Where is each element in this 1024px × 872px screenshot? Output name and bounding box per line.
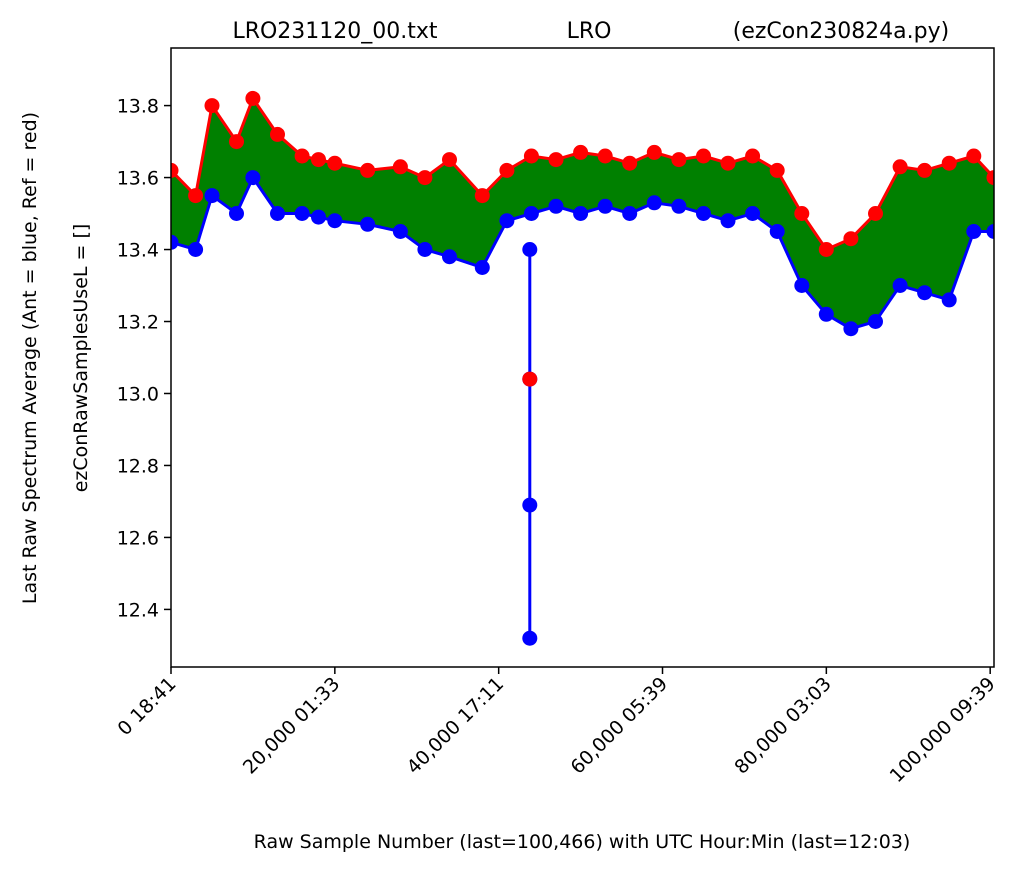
y-tick-label-2: 12.8 — [117, 455, 159, 477]
point-ref-15 — [523, 148, 539, 164]
point-ref-8 — [327, 155, 343, 171]
point-ref-33 — [966, 148, 982, 164]
point-ant-dip-2 — [522, 497, 538, 513]
point-ant-0 — [171, 234, 179, 250]
y-axis-label-outer: Last Raw Spectrum Average (Ant = blue, R… — [19, 112, 41, 604]
point-ref-11 — [417, 170, 433, 186]
point-ant-8 — [327, 213, 343, 229]
point-ref-17 — [573, 144, 589, 160]
point-ref-32 — [941, 155, 957, 171]
plot-frame — [170, 47, 995, 668]
y-tick-label-6: 13.6 — [117, 168, 159, 190]
point-ant-3 — [229, 206, 244, 221]
point-ref-21 — [671, 152, 687, 168]
point-ant-15 — [523, 206, 539, 221]
point-ref-25 — [769, 162, 785, 178]
point-ant-20 — [646, 195, 662, 211]
point-ref-4 — [245, 90, 261, 106]
y-tick-label-5: 13.4 — [117, 240, 159, 262]
point-ant-21 — [671, 198, 687, 214]
point-ant-5 — [270, 206, 285, 221]
point-ant-33 — [966, 224, 982, 239]
point-ref-dip-0 — [522, 371, 538, 387]
point-ref-7 — [311, 152, 326, 168]
point-ref-3 — [229, 134, 244, 150]
point-ref-16 — [548, 152, 564, 168]
point-ref-24 — [745, 148, 761, 164]
point-ref-27 — [818, 242, 834, 257]
point-ant-29 — [868, 314, 883, 329]
point-ref-29 — [868, 206, 883, 221]
point-ant-dip-3 — [522, 630, 538, 646]
point-ref-2 — [204, 98, 220, 114]
point-ref-5 — [270, 126, 285, 142]
y-tick-label-7: 13.8 — [117, 96, 159, 118]
point-ref-1 — [188, 188, 204, 204]
point-ref-28 — [843, 231, 859, 247]
point-ant-10 — [392, 224, 408, 239]
point-ref-13 — [474, 188, 490, 204]
point-ant-26 — [794, 278, 810, 293]
point-ref-30 — [892, 159, 908, 175]
point-ref-9 — [360, 162, 376, 178]
point-ant-16 — [548, 198, 564, 214]
point-ant-28 — [843, 321, 859, 337]
point-ant-9 — [360, 216, 376, 232]
point-ant-12 — [442, 249, 457, 265]
x-axis-label: Raw Sample Number (last=100,466) with UT… — [254, 831, 911, 853]
point-ant-32 — [941, 292, 957, 308]
point-ant-23 — [720, 213, 736, 229]
y-tick-label-3: 13.0 — [117, 383, 159, 405]
point-ref-20 — [646, 144, 662, 160]
series-layer — [171, 90, 994, 646]
point-ref-12 — [442, 152, 457, 168]
point-ant-14 — [499, 213, 515, 229]
title-center: LRO — [567, 19, 612, 44]
point-ant-11 — [417, 242, 433, 257]
point-ant-22 — [696, 206, 711, 221]
point-ant-27 — [818, 306, 834, 322]
y-tick-label-1: 12.6 — [117, 527, 159, 549]
point-ant-30 — [892, 278, 908, 293]
point-ant-7 — [311, 209, 326, 225]
point-ant-31 — [917, 285, 933, 301]
y-axis-ticks: 12.4 12.6 12.8 13.0 13.2 13.4 13.6 13.8 — [117, 96, 171, 621]
point-ant-6 — [294, 206, 310, 221]
y-tick-label-4: 13.2 — [117, 312, 159, 334]
point-ref-6 — [294, 148, 310, 164]
point-ant-34 — [986, 224, 994, 239]
point-ant-2 — [204, 188, 220, 204]
point-ant-17 — [573, 206, 589, 221]
point-ant-4 — [245, 170, 261, 186]
point-ant-19 — [622, 206, 638, 221]
point-ref-34 — [986, 170, 994, 186]
point-ref-23 — [720, 155, 736, 171]
point-ant-18 — [597, 198, 613, 214]
point-ref-31 — [917, 162, 933, 178]
y-tick-label-0: 12.4 — [117, 599, 159, 621]
point-ref-26 — [794, 206, 810, 221]
point-ref-10 — [392, 159, 408, 175]
point-ant-25 — [769, 224, 785, 239]
point-ref-18 — [597, 148, 613, 164]
point-ref-0 — [171, 162, 179, 178]
title-left: LRO231120_00.txt — [232, 19, 437, 44]
point-ref-22 — [696, 148, 711, 164]
point-ref-19 — [622, 155, 638, 171]
point-ant-13 — [474, 260, 490, 275]
title-right: (ezCon230824a.py) — [733, 19, 949, 44]
point-ant-24 — [745, 206, 761, 221]
y-axis-label-inner: ezConRawSamplesUseL = [] — [70, 224, 92, 493]
point-ant-1 — [188, 242, 204, 257]
point-ref-14 — [499, 162, 515, 178]
point-ant-dip-0 — [522, 242, 538, 257]
